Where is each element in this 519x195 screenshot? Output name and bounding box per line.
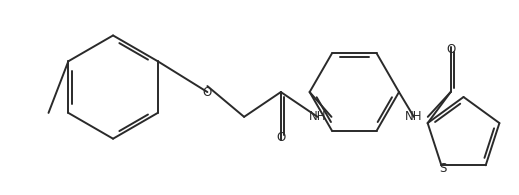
Text: S: S [440,162,447,175]
Text: O: O [446,43,455,56]
Text: O: O [276,131,285,144]
Text: NH: NH [405,110,422,123]
Text: O: O [203,86,212,98]
Text: NH: NH [309,110,326,123]
